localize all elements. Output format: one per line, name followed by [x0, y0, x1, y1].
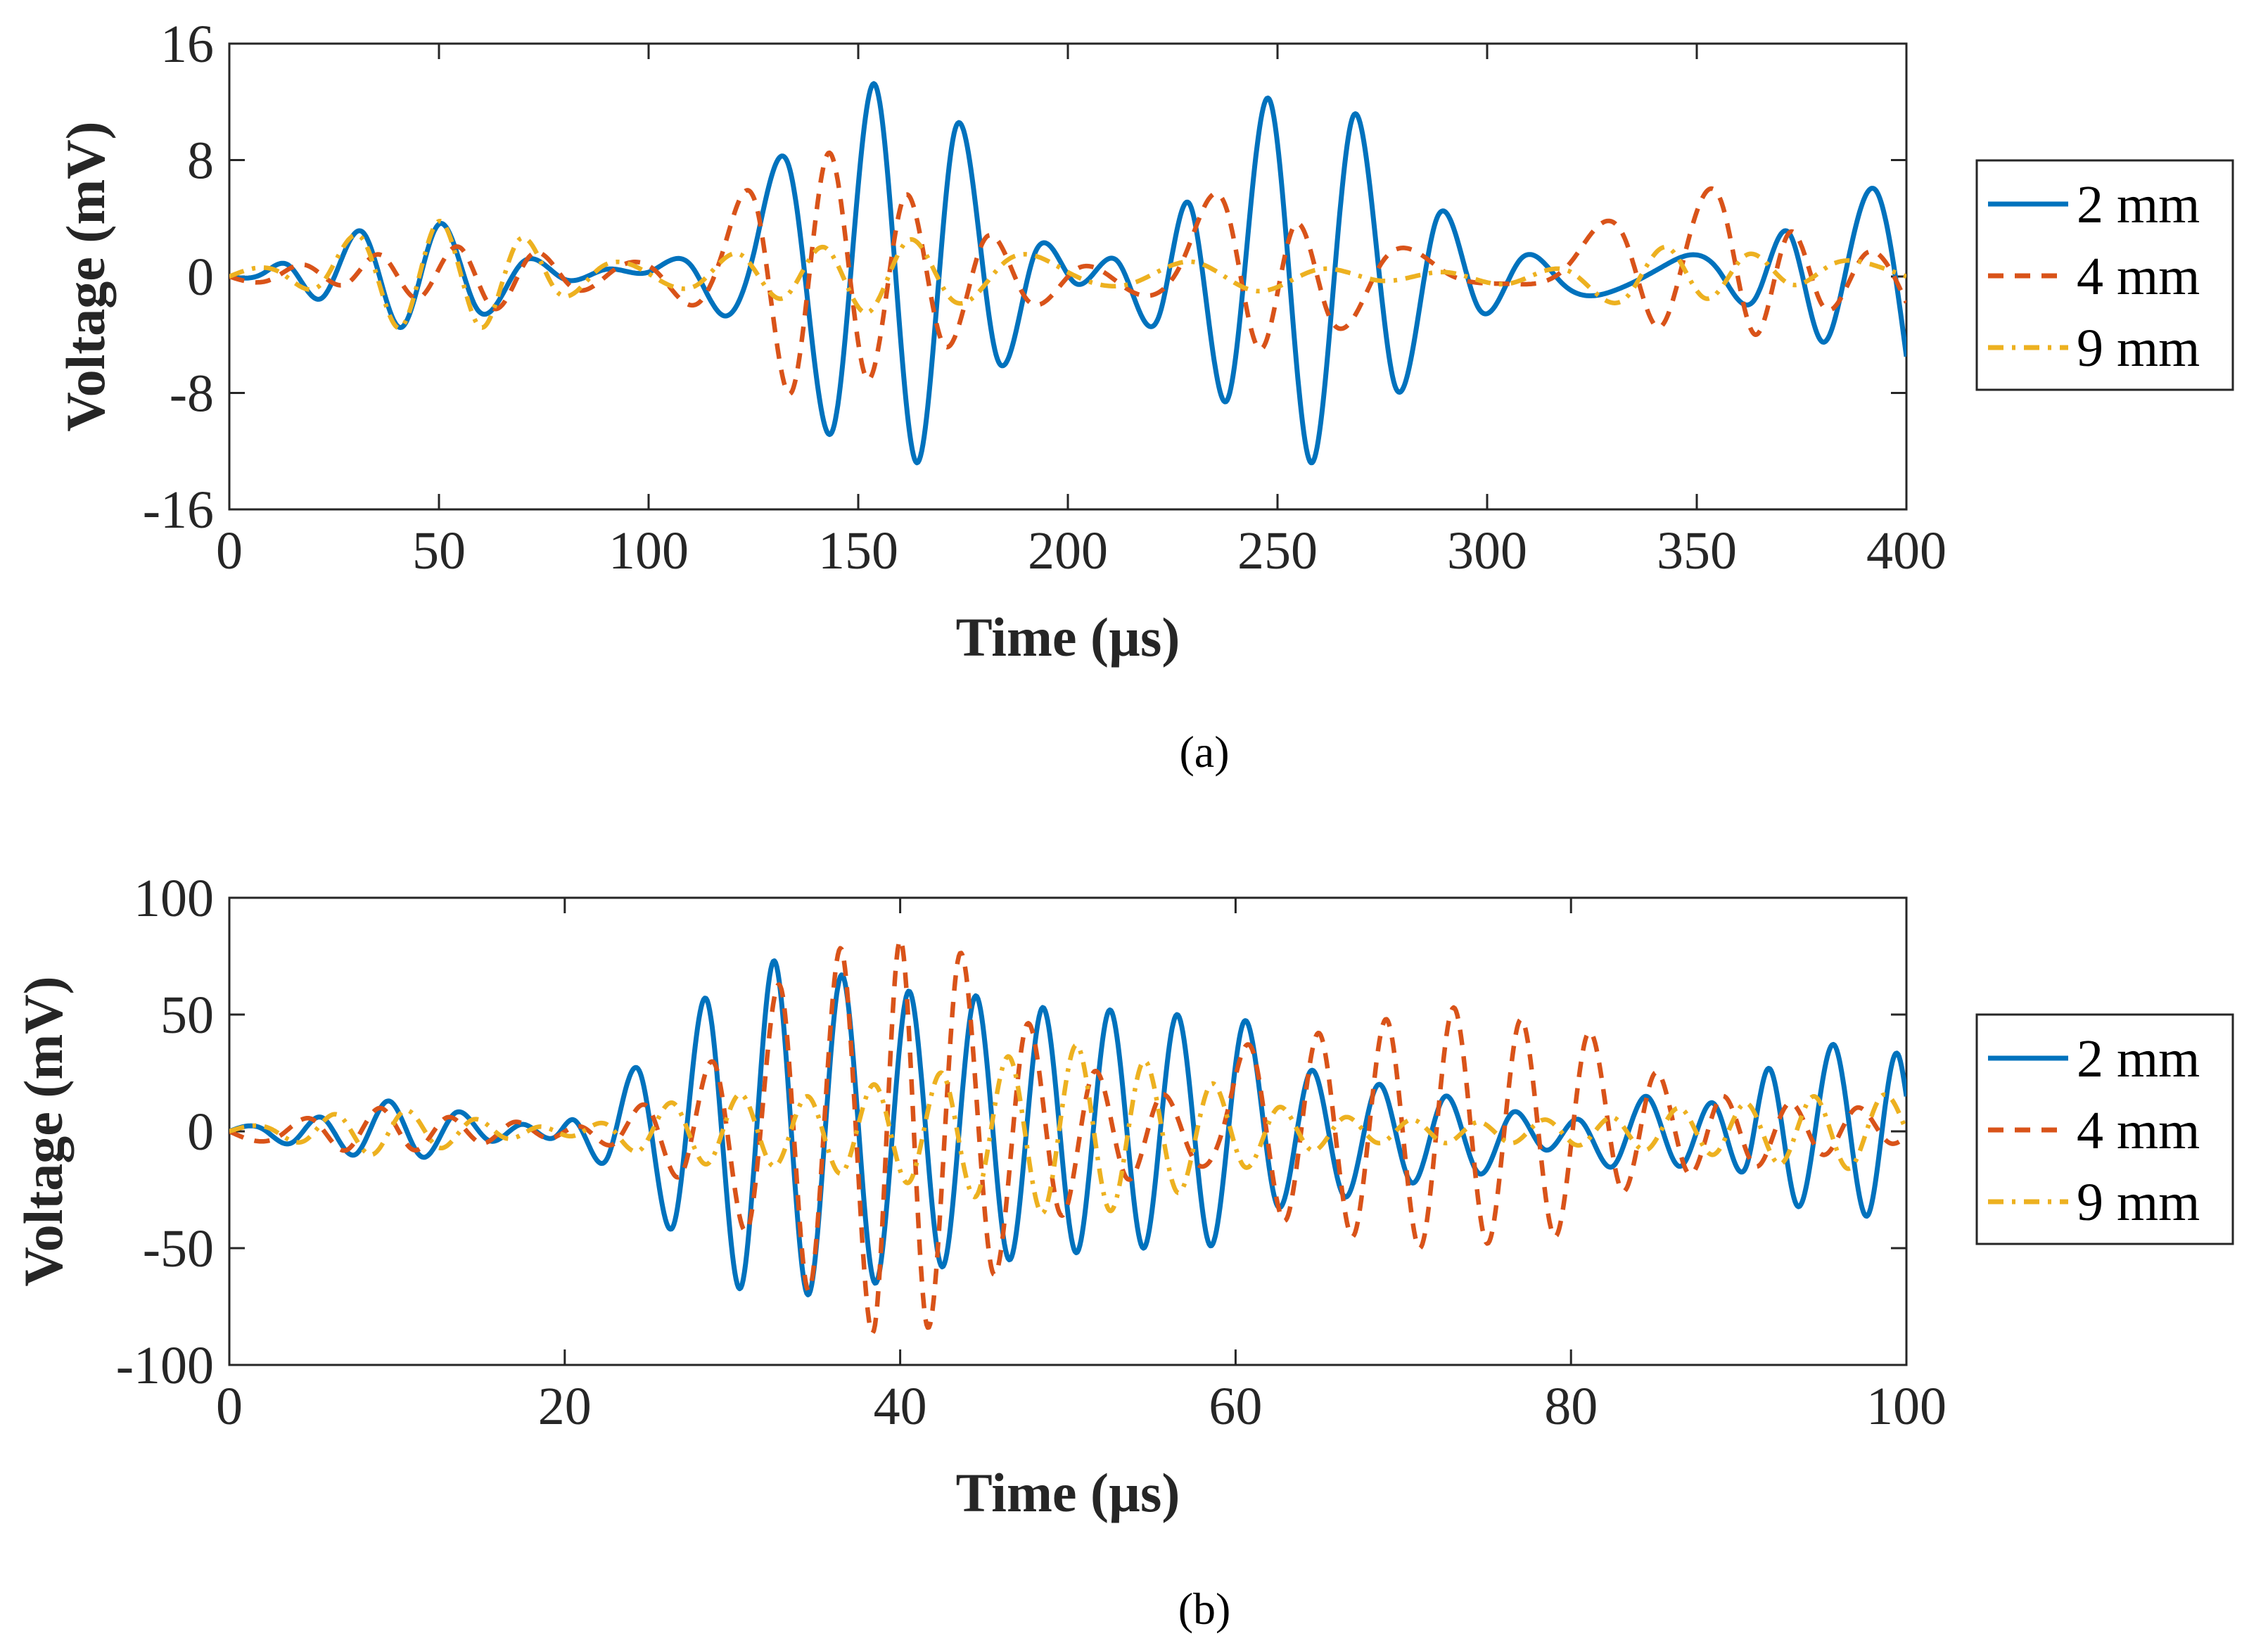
- series-line-9mm-b: [229, 1042, 1906, 1216]
- y-axis-b: 100 50 0 -50 -100: [116, 869, 1906, 1395]
- x-tick-label-b: 100: [1866, 1377, 1947, 1436]
- legend-label-b: 4 mm: [2077, 1101, 2200, 1160]
- legend-label-b: 9 mm: [2077, 1173, 2200, 1232]
- x-tick-label-b: 40: [874, 1377, 927, 1436]
- series-layer-b: [229, 937, 1906, 1335]
- chart-panel-a: 0 50 100 150 200 250 300 350 400 16 8 0 -8 -16 Time …: [55, 15, 2234, 777]
- x-tick-label-a: 0: [216, 521, 243, 580]
- caption-b: (b): [1178, 1584, 1231, 1634]
- x-tick-label-a: 300: [1447, 521, 1527, 580]
- x-tick-label-a: 350: [1657, 521, 1737, 580]
- y-tick-label-a: -16: [143, 481, 214, 540]
- y-axis-title-a: Voltage (mV): [55, 121, 116, 431]
- x-tick-label-a: 50: [412, 521, 466, 580]
- legend-b: 2 mm 4 mm 9 mm: [1975, 1013, 2234, 1245]
- x-axis-title-b: Time (µs): [956, 1462, 1180, 1523]
- x-tick-label-b: 60: [1209, 1377, 1262, 1436]
- caption-a: (a): [1179, 727, 1229, 777]
- x-tick-label-a: 400: [1866, 521, 1947, 580]
- legend-label-a: 2 mm: [2077, 175, 2200, 234]
- y-tick-label-a: -8: [170, 364, 214, 424]
- y-tick-label-b: 50: [160, 986, 214, 1045]
- series-line-4mm-a: [229, 150, 1906, 397]
- y-axis-a: 16 8 0 -8 -16: [143, 15, 1906, 540]
- x-axis-a: 0 50 100 150 200 250 300 350 400: [216, 44, 1947, 580]
- x-tick-label-a: 250: [1237, 521, 1318, 580]
- legend-label-a: 4 mm: [2077, 247, 2200, 306]
- x-tick-label-a: 200: [1028, 521, 1108, 580]
- x-tick-label-b: 20: [538, 1377, 592, 1436]
- legend-label-b: 2 mm: [2077, 1029, 2200, 1088]
- y-tick-label-b: -50: [143, 1219, 214, 1278]
- x-axis-title-a: Time (µs): [956, 606, 1180, 668]
- series-layer-a: [229, 81, 1906, 466]
- x-axis-b: 0 20 40 60 80 100: [216, 898, 1947, 1436]
- y-tick-label-a: 0: [187, 248, 214, 307]
- y-tick-label-a: 8: [187, 132, 214, 191]
- y-tick-label-a: 16: [160, 15, 214, 74]
- y-tick-label-b: 100: [134, 869, 214, 928]
- x-tick-label-b: 80: [1544, 1377, 1598, 1436]
- y-tick-label-b: -100: [116, 1336, 214, 1395]
- legend-label-a: 9 mm: [2077, 319, 2200, 378]
- series-line-9mm-a: [229, 218, 1906, 331]
- x-tick-label-a: 100: [609, 521, 689, 580]
- x-tick-label-b: 0: [216, 1377, 243, 1436]
- chart-panel-b: 0 20 40 60 80 100 100 50 0 -50 -100 Time (µs) Vol…: [13, 869, 2234, 1634]
- series-line-4mm-b: [229, 937, 1906, 1335]
- y-axis-title-b: Voltage (mV): [13, 976, 74, 1286]
- x-tick-label-a: 150: [818, 521, 898, 580]
- legend-a: 2 mm 4 mm 9 mm: [1975, 159, 2234, 391]
- series-line-2mm-b: [229, 958, 1906, 1297]
- y-tick-label-b: 0: [187, 1103, 214, 1162]
